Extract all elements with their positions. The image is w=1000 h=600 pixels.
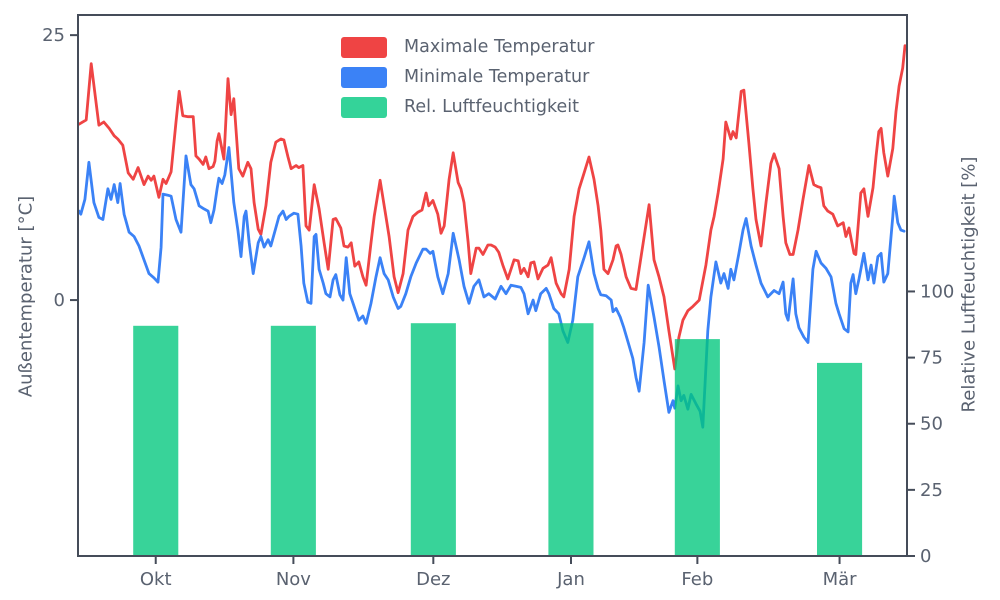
min-temp-line	[77, 146, 906, 429]
humidity-bar-Nov	[270, 325, 316, 556]
humidity-bar-Jan	[548, 323, 594, 556]
x-tick-label-Okt: Okt	[140, 569, 172, 590]
x-tick-label-Feb: Feb	[681, 569, 713, 590]
max-temp-swatch-icon	[341, 36, 387, 58]
humidity-bar-Feb	[674, 339, 720, 556]
left-tick-label: 25	[42, 25, 65, 46]
humidity-bar-Dez	[410, 323, 456, 556]
right-tick-label: 0	[920, 546, 931, 567]
legend-item-max-temp: Maximale Temperatur	[341, 32, 594, 62]
right-tick-label: 50	[920, 414, 943, 435]
humidity-swatch-icon	[341, 96, 387, 118]
left-axis-title: Außentemperatur [°C]	[15, 195, 37, 398]
max-temp-line	[77, 44, 907, 371]
legend-label-humidity: Rel. Luftfeuchtigkeit	[404, 97, 579, 117]
plot-border	[77, 14, 908, 557]
x-tick-label-Mär: Mär	[823, 569, 858, 590]
x-tick-label-Jan: Jan	[556, 569, 585, 590]
legend-item-humidity: Rel. Luftfeuchtigkeit	[341, 92, 594, 122]
x-tick-label-Nov: Nov	[276, 569, 311, 590]
humidity-bar-Okt	[133, 325, 179, 556]
right-tick-label: 25	[920, 480, 943, 501]
right-tick-label: 100	[920, 281, 954, 302]
left-tick-label: 0	[54, 290, 65, 311]
min-temp-swatch-icon	[341, 66, 387, 88]
humidity-bar-Mär	[817, 362, 863, 556]
right-axis-title: Relative Luftfeuchtigkeit [%]	[958, 156, 980, 413]
legend-item-min-temp: Minimale Temperatur	[341, 62, 594, 92]
right-tick-label: 75	[920, 348, 943, 369]
legend-label-max-temp: Maximale Temperatur	[404, 37, 595, 57]
legend: Maximale Temperatur Minimale Temperatur …	[341, 32, 594, 122]
x-tick-label-Dez: Dez	[416, 569, 450, 590]
legend-label-min-temp: Minimale Temperatur	[404, 67, 590, 87]
